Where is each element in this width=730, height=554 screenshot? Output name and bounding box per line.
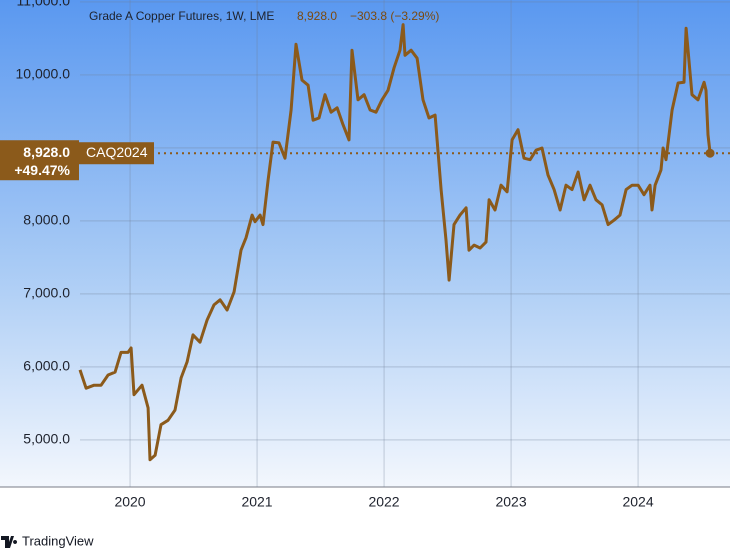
y-tick-label: 10,000.0 bbox=[16, 66, 71, 82]
price-tag-value: 8,928.0 bbox=[23, 144, 70, 160]
header-price: 8,928.0 bbox=[297, 9, 337, 23]
x-tick-label: 2022 bbox=[368, 494, 399, 510]
header-change: −303.8 (−3.29%) bbox=[350, 9, 439, 23]
y-tick-label: 11,000.0 bbox=[17, 0, 71, 9]
brand-logo: TradingView bbox=[1, 533, 94, 548]
price-tag-box bbox=[0, 140, 79, 181]
x-tick-label: 2020 bbox=[114, 494, 145, 510]
price-line bbox=[78, 23, 712, 462]
symbol-tag-box bbox=[79, 142, 154, 165]
last-price-dot bbox=[705, 148, 715, 158]
y-tick-label: 7,000.0 bbox=[23, 285, 70, 301]
price-tag-percent: +49.47% bbox=[14, 162, 70, 178]
y-tick-label: 5,000.0 bbox=[23, 431, 70, 447]
brand-name: TradingView bbox=[22, 533, 94, 548]
y-tick-label: 6,000.0 bbox=[23, 358, 70, 374]
chart-title: Grade A Copper Futures, 1W, LME bbox=[89, 9, 274, 23]
x-tick-label: 2023 bbox=[495, 494, 526, 510]
y-tick-label: 8,000.0 bbox=[23, 212, 70, 228]
series bbox=[78, 23, 730, 462]
x-tick-label: 2024 bbox=[622, 494, 653, 510]
x-tick-label: 2021 bbox=[241, 494, 272, 510]
price-tag-symbol: CAQ2024 bbox=[86, 144, 148, 160]
price-tag: 8,928.0 +49.47% CAQ2024 bbox=[0, 140, 154, 181]
plot-background bbox=[0, 0, 730, 487]
